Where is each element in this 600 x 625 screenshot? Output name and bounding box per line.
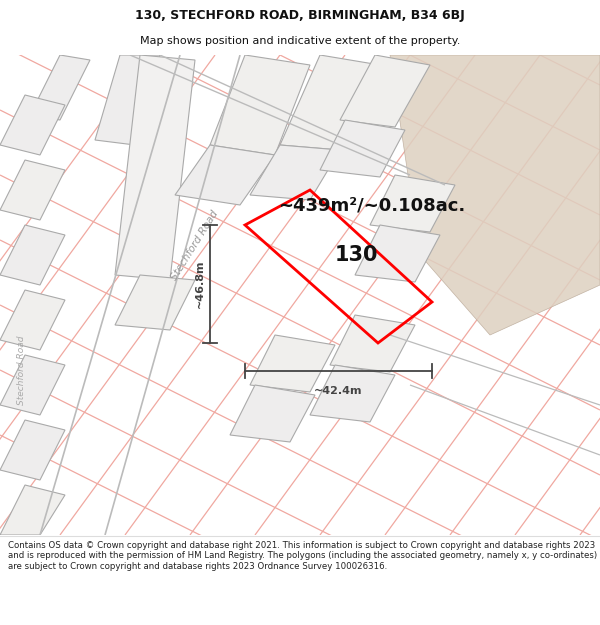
Polygon shape [210,55,310,155]
Polygon shape [0,420,65,480]
Polygon shape [310,365,395,422]
Polygon shape [230,385,315,442]
Polygon shape [115,275,195,330]
Polygon shape [30,55,90,120]
Polygon shape [0,290,65,350]
Polygon shape [0,95,65,155]
Polygon shape [0,160,65,220]
Text: ~439m²/~0.108ac.: ~439m²/~0.108ac. [278,196,465,214]
Text: Contains OS data © Crown copyright and database right 2021. This information is : Contains OS data © Crown copyright and d… [8,541,597,571]
Text: Stechford Road: Stechford Road [169,208,221,282]
Polygon shape [330,315,415,372]
Polygon shape [250,335,335,392]
Polygon shape [250,145,340,200]
Polygon shape [390,55,600,335]
Polygon shape [0,485,65,535]
Polygon shape [355,225,440,282]
Polygon shape [95,55,160,145]
Text: Stechford Road: Stechford Road [17,335,26,405]
Polygon shape [175,145,275,205]
Text: 130, STECHFORD ROAD, BIRMINGHAM, B34 6BJ: 130, STECHFORD ROAD, BIRMINGHAM, B34 6BJ [135,9,465,22]
Text: 130: 130 [335,245,378,265]
Polygon shape [340,55,430,127]
Polygon shape [115,55,195,280]
Polygon shape [370,175,455,232]
Text: ~46.8m: ~46.8m [195,260,205,308]
Polygon shape [0,225,65,285]
Text: Map shows position and indicative extent of the property.: Map shows position and indicative extent… [140,36,460,46]
Polygon shape [280,55,380,150]
Polygon shape [320,120,405,177]
Text: ~42.4m: ~42.4m [314,386,363,396]
Polygon shape [0,355,65,415]
